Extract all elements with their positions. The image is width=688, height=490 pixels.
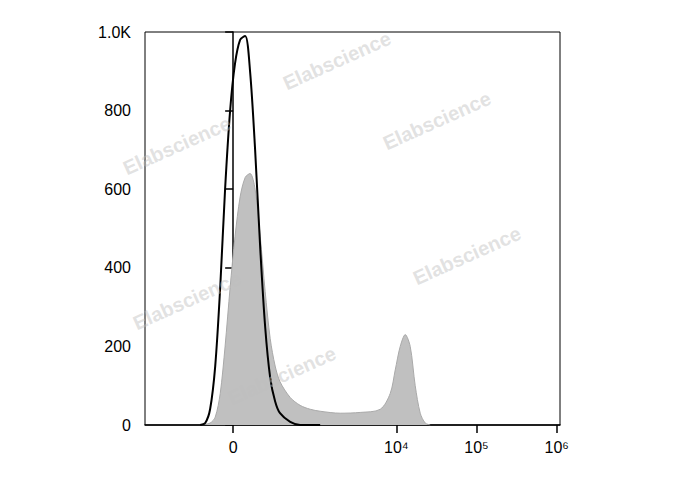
- svg-text:0: 0: [229, 439, 238, 456]
- svg-text:Elabscience: Elabscience: [380, 87, 495, 154]
- svg-text:Elabscience: Elabscience: [120, 112, 235, 179]
- svg-text:800: 800: [104, 102, 131, 119]
- svg-text:Elabscience: Elabscience: [280, 27, 395, 94]
- svg-text:Elabscience: Elabscience: [130, 267, 245, 334]
- svg-text:600: 600: [104, 181, 131, 198]
- svg-text:10⁴: 10⁴: [384, 439, 409, 456]
- svg-text:10⁶: 10⁶: [544, 439, 568, 456]
- svg-text:Elabscience: Elabscience: [410, 222, 525, 289]
- svg-text:200: 200: [104, 338, 131, 355]
- svg-text:400: 400: [104, 259, 131, 276]
- svg-text:0: 0: [122, 417, 131, 434]
- svg-text:Elabscience: Elabscience: [225, 342, 340, 409]
- svg-text:10⁵: 10⁵: [464, 439, 488, 456]
- svg-text:1.0K: 1.0K: [98, 24, 131, 41]
